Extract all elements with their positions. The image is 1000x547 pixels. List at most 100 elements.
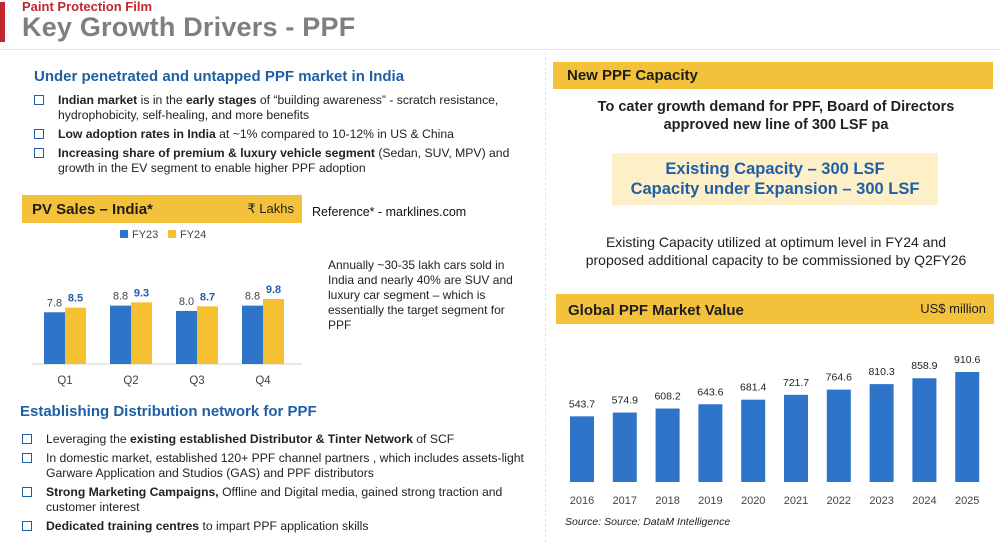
bar <box>612 412 637 482</box>
bar-fy23 <box>110 305 131 364</box>
x-tick-label: 2024 <box>912 495 936 507</box>
header-divider <box>0 49 1000 50</box>
accent-bar <box>0 2 5 42</box>
data-label: 9.8 <box>266 284 281 296</box>
bullet-bold-text: Low adoption rates in India <box>58 127 216 141</box>
data-label: 543.7 <box>569 398 595 410</box>
list-item: In domestic market, established 120+ PPF… <box>22 451 532 481</box>
bullet-bold-text: Increasing share of premium & luxury veh… <box>58 146 375 160</box>
bar <box>741 399 766 482</box>
checkbox-bullet-icon <box>34 95 44 105</box>
bullet-text: of “building awareness” - scratch resist… <box>58 93 499 122</box>
bullet-text: In domestic market, established 120+ PPF… <box>46 451 524 480</box>
x-tick-label: 2022 <box>827 495 851 507</box>
bullet-text: Leveraging the <box>46 432 131 446</box>
capacity-utilization-text: Existing Capacity utilized at optimum le… <box>556 233 996 269</box>
list-item: Strong Marketing Campaigns, Offline and … <box>22 485 532 515</box>
section-kicker: Paint Protection Film <box>22 0 153 14</box>
column-divider <box>545 52 547 542</box>
pv-sales-unit: ₹ Lakhs <box>247 201 294 216</box>
x-tick-label: 2020 <box>741 495 765 507</box>
x-tick-label: 2025 <box>955 495 979 507</box>
data-label: 8.7 <box>200 291 215 303</box>
global-market-header: Global PPF Market Value US$ million <box>556 294 994 324</box>
bar <box>912 378 937 482</box>
annual-sales-note: Annually ~30-35 lakh cars sold in India … <box>328 258 513 332</box>
pv-sales-header: PV Sales – India* ₹ Lakhs <box>22 195 302 223</box>
bar <box>784 394 808 482</box>
bar-fy24 <box>197 306 218 364</box>
checkbox-bullet-icon <box>22 453 32 463</box>
data-label: 7.8 <box>47 297 62 309</box>
x-tick-label: 2018 <box>655 495 679 507</box>
legend-swatch-fy24 <box>168 230 176 238</box>
global-market-chart: 543.7 2016 574.9 2017 608.2 2018 643.6 2019 681.… <box>569 354 981 507</box>
x-tick-label: Q3 <box>189 375 204 387</box>
checkbox-bullet-icon <box>22 434 32 444</box>
x-tick-label: 2017 <box>613 495 637 507</box>
bullet-text: at ~1% compared to 10-12% in US & China <box>215 127 454 141</box>
data-label: 858.9 <box>911 360 937 372</box>
legend-swatch-fy23 <box>120 230 128 238</box>
capacity-header: New PPF Capacity <box>553 62 993 89</box>
bar <box>955 372 980 482</box>
data-label: 8.5 <box>68 293 83 305</box>
bar-fy24 <box>131 302 152 364</box>
checkbox-bullet-icon <box>34 148 44 158</box>
x-tick-label: 2019 <box>698 495 722 507</box>
global-market-unit: US$ million <box>920 301 986 316</box>
x-tick-label: 2016 <box>570 495 594 507</box>
data-label: 810.3 <box>868 366 894 378</box>
bar <box>826 389 851 482</box>
data-label: 721.7 <box>783 377 809 389</box>
capacity-highlight-box: Existing Capacity – 300 LSF Capacity und… <box>612 153 938 205</box>
bullet-bold-text: Strong Marketing Campaigns, <box>46 485 219 499</box>
pv-sales-title: PV Sales – India* <box>32 201 153 218</box>
checkbox-bullet-icon <box>34 129 44 139</box>
distribution-bullets: Leveraging the existing established Dist… <box>22 432 532 538</box>
bar <box>698 404 723 482</box>
x-tick-label: Q1 <box>57 375 72 387</box>
bar-fy24 <box>263 299 284 364</box>
expansion-capacity-text: Capacity under Expansion – 300 LSF <box>630 180 920 198</box>
capacity-approval-text: To cater growth demand for PPF, Board of… <box>556 98 996 134</box>
x-tick-label: 2021 <box>784 495 808 507</box>
bar-fy23 <box>242 305 263 364</box>
x-tick-label: Q4 <box>255 375 271 387</box>
bar-fy23 <box>44 312 65 364</box>
data-label: 608.2 <box>654 391 680 403</box>
bullet-bold-text: Dedicated training centres <box>46 519 200 533</box>
market-section-title: Under penetrated and untapped PPF market… <box>34 68 405 85</box>
bullet-text: (Sedan, SUV, MPV) and growth in the EV s… <box>58 146 510 175</box>
bullet-text: is in the <box>137 93 187 107</box>
capacity-title: New PPF Capacity <box>567 67 698 84</box>
data-label: 643.6 <box>697 386 723 398</box>
bar-fy23 <box>176 310 197 364</box>
data-label: 681.4 <box>740 382 766 394</box>
bar-fy24 <box>65 307 86 364</box>
bullet-bold-text: Indian market <box>58 93 138 107</box>
bar <box>869 384 894 482</box>
bullet-text: of SCF <box>412 432 455 446</box>
bullet-text: to impart PPF application skills <box>199 519 369 533</box>
source-note: Source: Source: DataM Intelligence <box>565 516 731 528</box>
bullet-bold-text: early stages <box>186 93 257 107</box>
data-label: 9.3 <box>134 287 149 299</box>
list-item: Increasing share of premium & luxury veh… <box>34 146 534 176</box>
data-label: 8.8 <box>113 291 128 303</box>
x-tick-label: Q2 <box>123 375 138 387</box>
legend-label-fy23: FY23 <box>132 229 158 241</box>
existing-capacity-text: Existing Capacity – 300 LSF <box>665 160 885 178</box>
pv-sales-chart: FY23 FY24 7.8 8.5 Q1 8.8 9.3 Q2 8.0 8.7 Q3 8.8 9.8… <box>32 229 302 387</box>
capacity-approval-line: approved new line of 300 LSF pa <box>663 117 889 133</box>
capacity-approval-line: To cater growth demand for PPF, Board of… <box>597 99 955 115</box>
list-item: Leveraging the existing established Dist… <box>22 432 532 447</box>
list-item: Dedicated training centres to impart PPF… <box>22 519 532 534</box>
bullet-bold-text: existing established Distributor & Tinte… <box>130 432 413 446</box>
capacity-utilization-line: Existing Capacity utilized at optimum le… <box>605 234 947 250</box>
distribution-section-title: Establishing Distribution network for PP… <box>20 403 317 420</box>
market-bullets: Indian market is in the early stages of … <box>34 93 534 180</box>
data-label: 574.9 <box>612 395 638 407</box>
bullet-text: Offline and Digital media, gained strong… <box>46 485 503 514</box>
x-tick-label: 2023 <box>869 495 893 507</box>
